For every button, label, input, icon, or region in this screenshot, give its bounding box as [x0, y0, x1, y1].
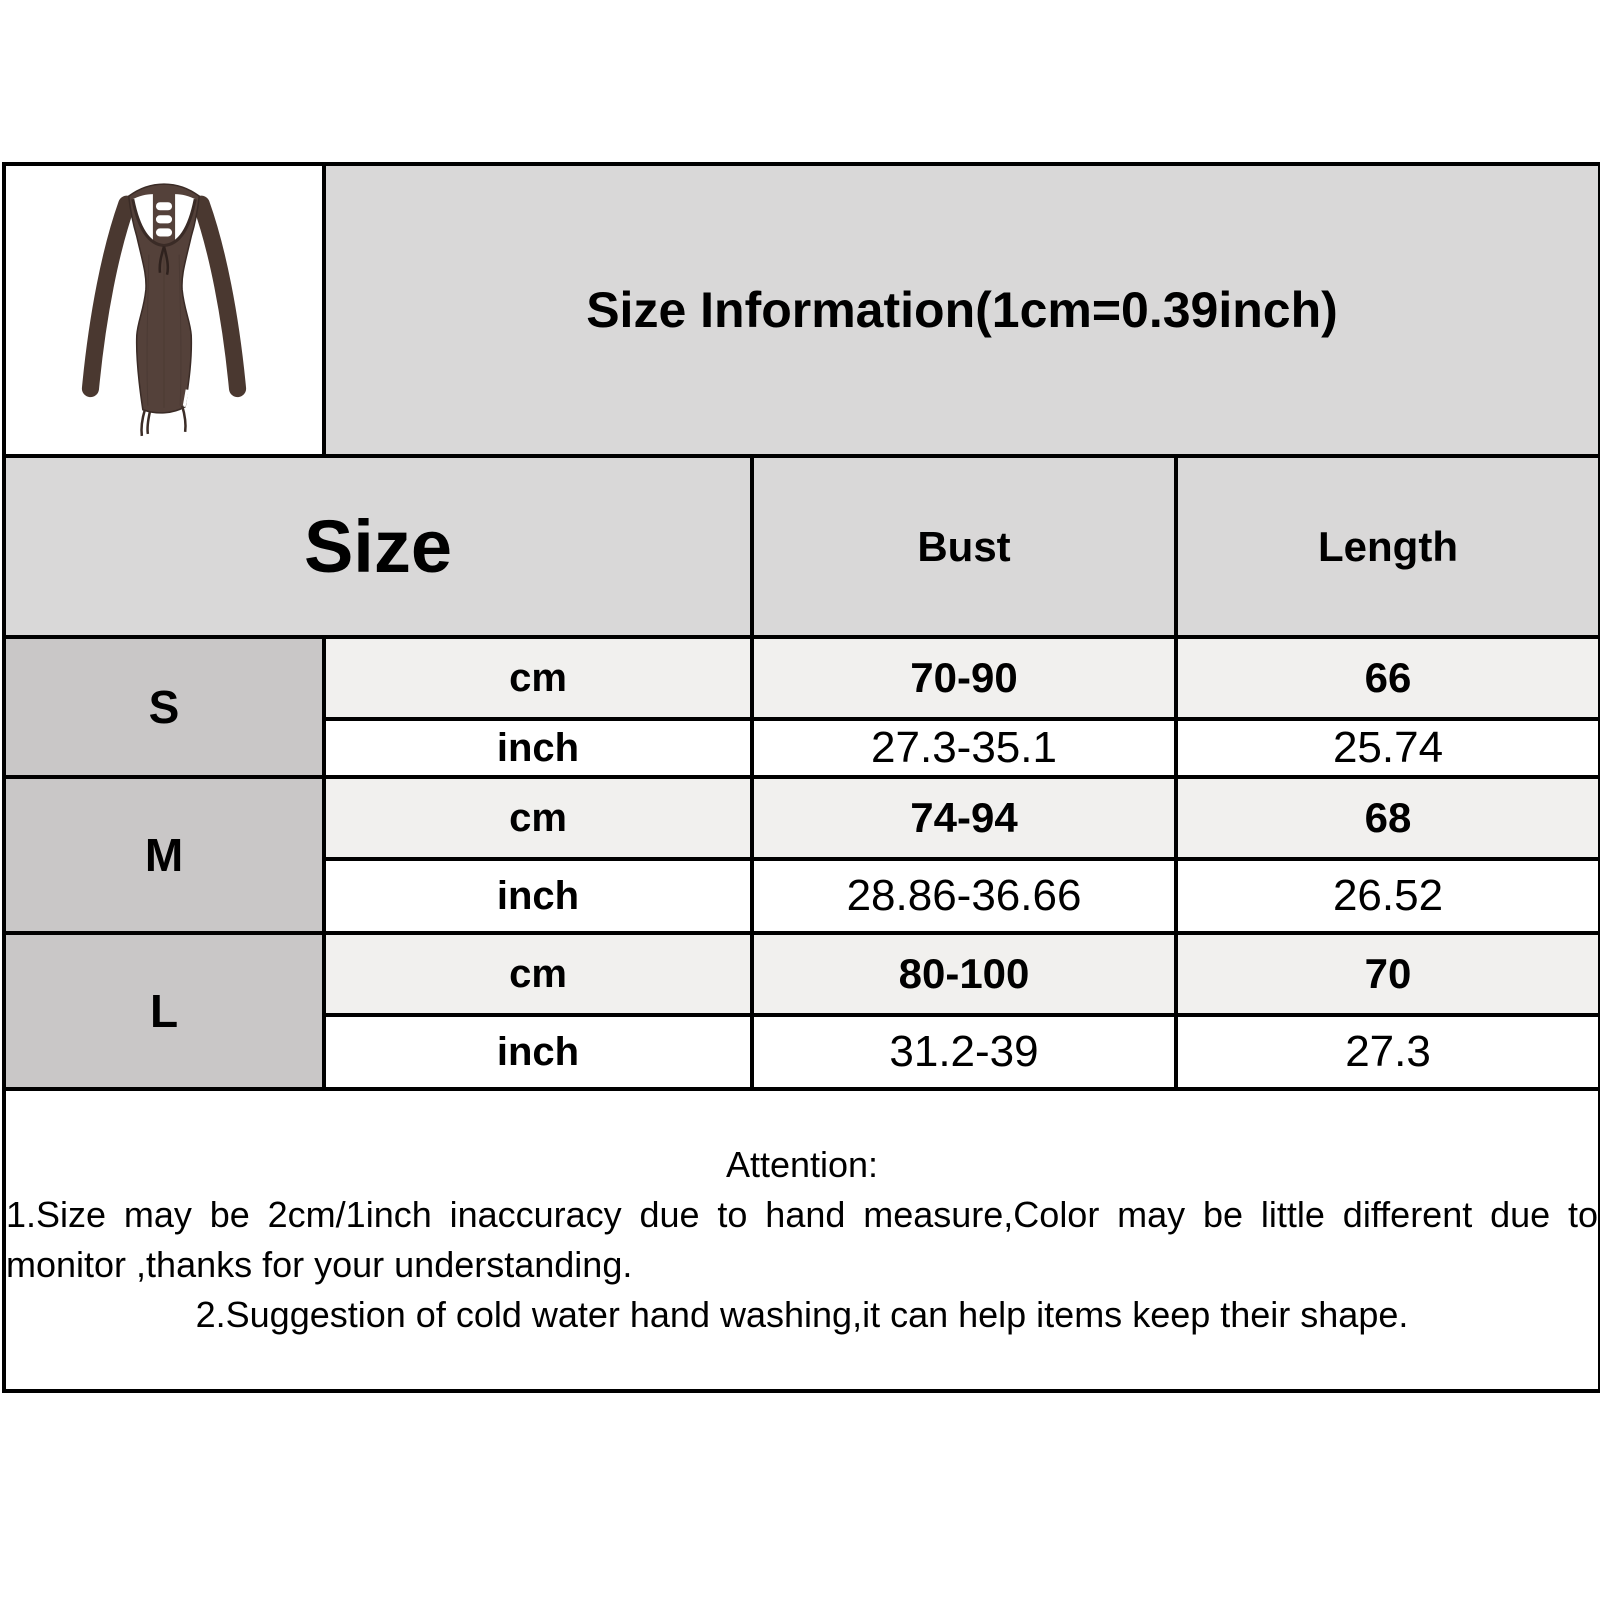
dress-side-slit	[182, 389, 189, 407]
dress-hem-strings	[140, 405, 187, 437]
banner-cell: Size Information(1cm=0.39inch)	[321, 162, 1600, 458]
dress-neckline-right	[175, 194, 196, 242]
dress-neckline-left	[132, 194, 153, 242]
attention-heading: Attention:	[725, 1144, 879, 1185]
size-table: Size Information(1cm=0.39inch) Size Bust…	[1, 162, 1600, 1393]
row-s-cm: S cm 70-90 66	[2, 635, 1600, 779]
product-photo	[8, 168, 320, 452]
attention-cell: Attention: 1.Size may be 2cm/1inch inacc…	[1, 1087, 1600, 1393]
bust-value: 74-94	[750, 775, 1178, 861]
dress-neck-trim	[131, 198, 197, 248]
unit-cell: inch	[322, 1013, 754, 1091]
col-header-bust: Bust	[750, 454, 1178, 639]
size-label-s: S	[2, 635, 326, 779]
bust-value: 27.3-35.1	[750, 717, 1178, 779]
size-label-m: M	[2, 775, 326, 935]
bust-value: 70-90	[750, 635, 1178, 721]
attention-note-2: 2.Suggestion of cold water hand washing,…	[195, 1294, 1409, 1335]
bust-value: 28.86-36.66	[750, 857, 1178, 935]
dress-rib-texture	[146, 252, 182, 408]
row-l-inch: inch 31.2-39 27.3	[4, 1013, 1600, 1091]
dress-body	[127, 183, 201, 414]
col-header-length: Length	[1173, 454, 1600, 639]
dress-left-sleeve	[81, 195, 136, 398]
length-value: 68	[1173, 775, 1600, 861]
unit-cell: cm	[322, 635, 754, 721]
length-value: 70	[1173, 931, 1600, 1017]
unit-cell: inch	[322, 717, 754, 779]
length-value: 66	[1173, 635, 1600, 721]
attention-row: Attention: 1.Size may be 2cm/1inch inacc…	[1, 1087, 1600, 1393]
dress-neck-tie	[158, 246, 170, 276]
attention-note-1: 1.Size may be 2cm/1inch inaccuracy due t…	[6, 1194, 1599, 1285]
product-photo-cell	[2, 162, 326, 458]
unit-cell: cm	[322, 931, 754, 1017]
row-m-cm: M cm 74-94 68	[2, 775, 1600, 935]
header-row: Size Bust Length	[2, 454, 1600, 639]
size-label-l: L	[2, 931, 326, 1091]
length-value: 27.3	[1173, 1013, 1600, 1091]
length-value: 25.74	[1173, 717, 1600, 779]
length-value: 26.52	[1173, 857, 1600, 935]
dress-right-sleeve	[192, 195, 247, 398]
dress-image	[81, 183, 247, 437]
banner-title: Size Information(1cm=0.39inch)	[586, 282, 1338, 338]
bust-value: 80-100	[750, 931, 1178, 1017]
col-header-size: Size	[2, 454, 754, 639]
unit-cell: inch	[322, 857, 754, 935]
dress-cutouts	[155, 202, 173, 237]
row-m-inch: inch 28.86-36.66 26.52	[4, 857, 1600, 935]
unit-cell: cm	[322, 775, 754, 861]
row-s-inch: inch 27.3-35.1 25.74	[4, 717, 1600, 779]
row-l-cm: L cm 80-100 70	[2, 931, 1600, 1091]
banner-row: Size Information(1cm=0.39inch)	[2, 162, 1600, 458]
bust-value: 31.2-39	[750, 1013, 1178, 1091]
